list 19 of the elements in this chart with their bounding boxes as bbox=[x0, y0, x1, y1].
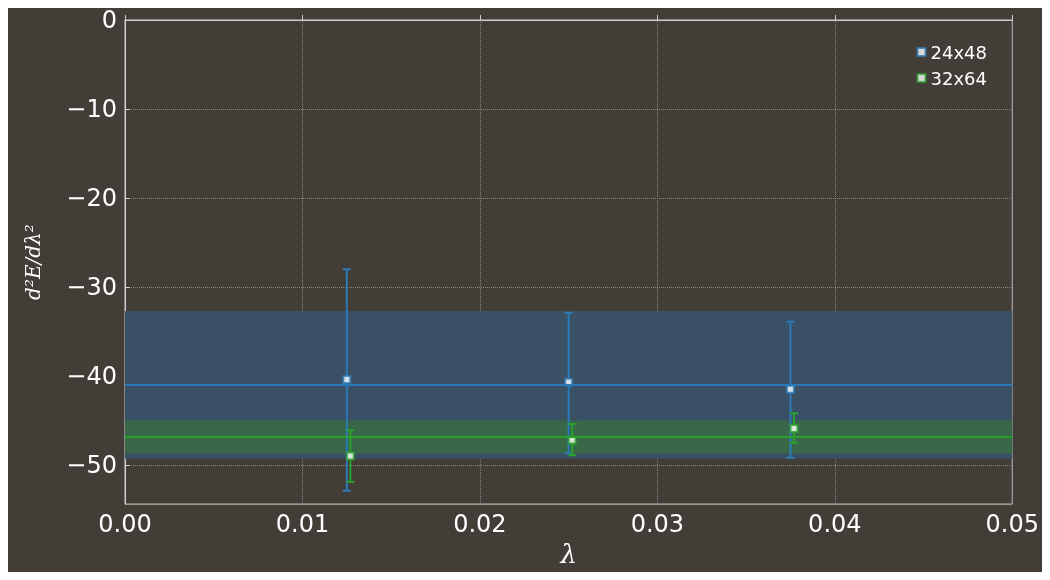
x-axis-title: λ bbox=[559, 539, 577, 569]
x-tick-label: 0.00 bbox=[98, 510, 152, 539]
point bbox=[342, 375, 352, 385]
point bbox=[345, 451, 355, 461]
x-tick-label: 0.02 bbox=[453, 510, 507, 539]
legend-label: 32x64 bbox=[930, 67, 988, 89]
y-tick-label: −30 bbox=[66, 272, 117, 301]
legend-label: 24x48 bbox=[930, 41, 988, 63]
y-tick-label: −20 bbox=[66, 183, 117, 212]
point bbox=[789, 423, 799, 433]
x-tick-label: 0.04 bbox=[808, 510, 862, 539]
y-tick-label: −50 bbox=[66, 450, 117, 479]
y-axis-title: d²E/dλ² bbox=[21, 224, 45, 300]
x-tick-label: 0.03 bbox=[630, 510, 685, 539]
y-tick-label: 0 bbox=[101, 6, 117, 34]
x-tick-label: 0.05 bbox=[985, 510, 1039, 539]
y-tick-label: −40 bbox=[66, 361, 117, 390]
y-tick-label: −10 bbox=[66, 94, 117, 123]
x-tick-label: 0.01 bbox=[275, 510, 330, 539]
